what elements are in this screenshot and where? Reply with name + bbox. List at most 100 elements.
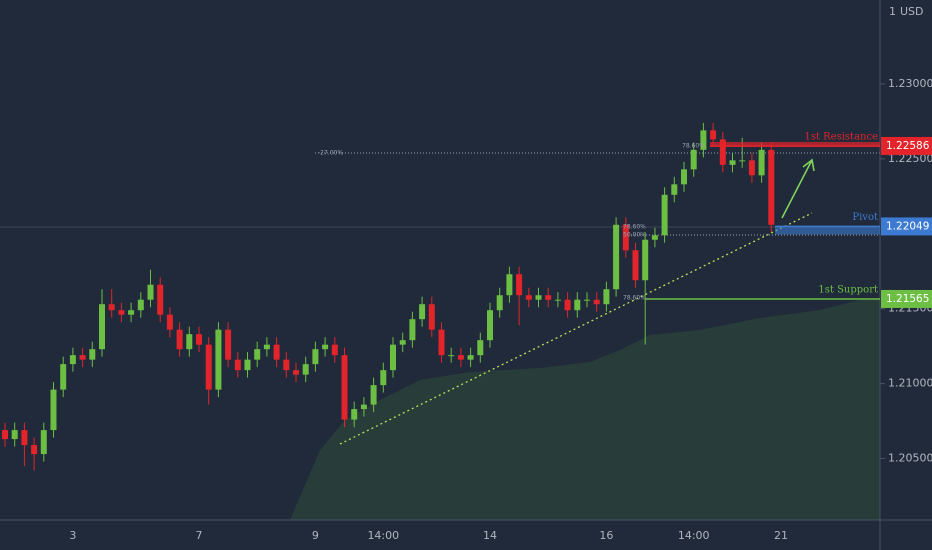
- x-tick-label: 14:00: [678, 529, 710, 542]
- candle-body: [137, 299, 144, 311]
- candle-body: [467, 355, 474, 360]
- candle-body: [99, 304, 105, 350]
- candle-body: [283, 359, 290, 371]
- candle-body: [108, 304, 115, 311]
- x-tick-label: 7: [196, 529, 203, 542]
- candle-body: [244, 359, 251, 371]
- candle-body: [60, 364, 67, 390]
- candle-body: [409, 319, 416, 341]
- candle-body: [700, 130, 707, 150]
- candle-body: [710, 130, 717, 140]
- y-tick-label: 1.20500: [888, 452, 932, 465]
- x-tick-label: 16: [599, 529, 613, 542]
- candle-body: [205, 344, 212, 390]
- candle-body: [690, 149, 697, 170]
- candle-body: [506, 274, 513, 296]
- price-label: 1.22586: [886, 140, 930, 152]
- candle-body: [651, 235, 658, 240]
- x-tick-label: 21: [774, 529, 788, 542]
- candle-body: [186, 334, 193, 350]
- fib-label: 78.60%: [623, 295, 646, 302]
- candle-body: [89, 349, 96, 360]
- candle-body: [322, 344, 329, 350]
- candle-body: [428, 304, 435, 330]
- candle-body: [147, 284, 154, 300]
- level-name: Pivot: [852, 212, 878, 223]
- x-tick-label: 14:00: [367, 529, 399, 542]
- arrow: [781, 159, 813, 219]
- candle-body: [748, 160, 755, 176]
- candle-body: [516, 274, 523, 296]
- candle-body: [758, 149, 765, 176]
- candle-body: [671, 184, 678, 195]
- candle-body: [293, 370, 299, 375]
- candle-body: [11, 430, 18, 440]
- candle-body: [719, 139, 726, 165]
- candle-body: [739, 160, 746, 162]
- candle-body: [545, 295, 552, 300]
- candle-body: [487, 310, 493, 341]
- candle-body: [525, 295, 532, 300]
- candle-body: [448, 355, 455, 357]
- candle-body: [302, 364, 309, 375]
- candle-body: [196, 334, 202, 345]
- candle-body: [40, 430, 47, 455]
- candle-body: [390, 344, 396, 371]
- price-box: [881, 217, 932, 236]
- candle-body: [273, 344, 280, 360]
- price-label: 1.22049: [886, 220, 929, 232]
- level-name: 1st Resistance: [804, 131, 878, 142]
- candle-body: [457, 355, 464, 360]
- candle-body: [768, 149, 775, 225]
- candle-body: [496, 295, 503, 311]
- candle-body: [360, 404, 367, 410]
- candle-body: [554, 299, 561, 301]
- y-tick-label: 1.22500: [888, 152, 932, 165]
- y-tick-label: 1.21000: [888, 377, 932, 390]
- candle-body: [438, 329, 445, 356]
- candle-body: [312, 349, 319, 365]
- fib-label: 78.60%: [623, 224, 646, 231]
- candle-body: [477, 340, 484, 356]
- candle-body: [642, 239, 649, 281]
- candle-body: [419, 304, 426, 320]
- candle-body: [79, 355, 86, 360]
- fib-label: -27.00%: [318, 150, 343, 157]
- candle-body: [622, 224, 629, 251]
- candle-body: [157, 284, 164, 315]
- candle-body: [31, 445, 38, 455]
- candle-body: [351, 409, 358, 420]
- candle-body: [234, 359, 241, 371]
- pivot-band: [775, 226, 880, 235]
- x-tick-label: 9: [312, 529, 319, 542]
- candle-body: [225, 329, 232, 360]
- candle-body: [2, 430, 8, 440]
- y-tick-label: 1.23000: [888, 77, 932, 90]
- resistance-band: [710, 141, 880, 147]
- candle-body: [176, 329, 183, 350]
- candle-body: [69, 355, 76, 365]
- candle-body: [128, 310, 135, 315]
- candle-body: [535, 295, 542, 300]
- candle-body: [118, 310, 125, 315]
- candle-body: [331, 344, 338, 356]
- candle-body: [729, 160, 736, 165]
- arrow-head: [802, 158, 815, 172]
- x-tick-label: 14: [483, 529, 497, 542]
- candle-body: [263, 344, 270, 350]
- candle-body: [603, 289, 610, 305]
- fib-label: 78.60%: [682, 143, 705, 150]
- currency: USD: [900, 5, 924, 18]
- candle-body: [370, 385, 377, 405]
- candle-body: [632, 250, 639, 281]
- candle-body: [254, 349, 261, 360]
- candle-body: [399, 340, 406, 345]
- currency-prefix: 1: [889, 5, 896, 18]
- cloud: [290, 300, 880, 520]
- candle-body: [661, 194, 668, 236]
- candle-body: [341, 355, 348, 420]
- candle-body: [166, 314, 173, 330]
- candle-body: [215, 329, 222, 390]
